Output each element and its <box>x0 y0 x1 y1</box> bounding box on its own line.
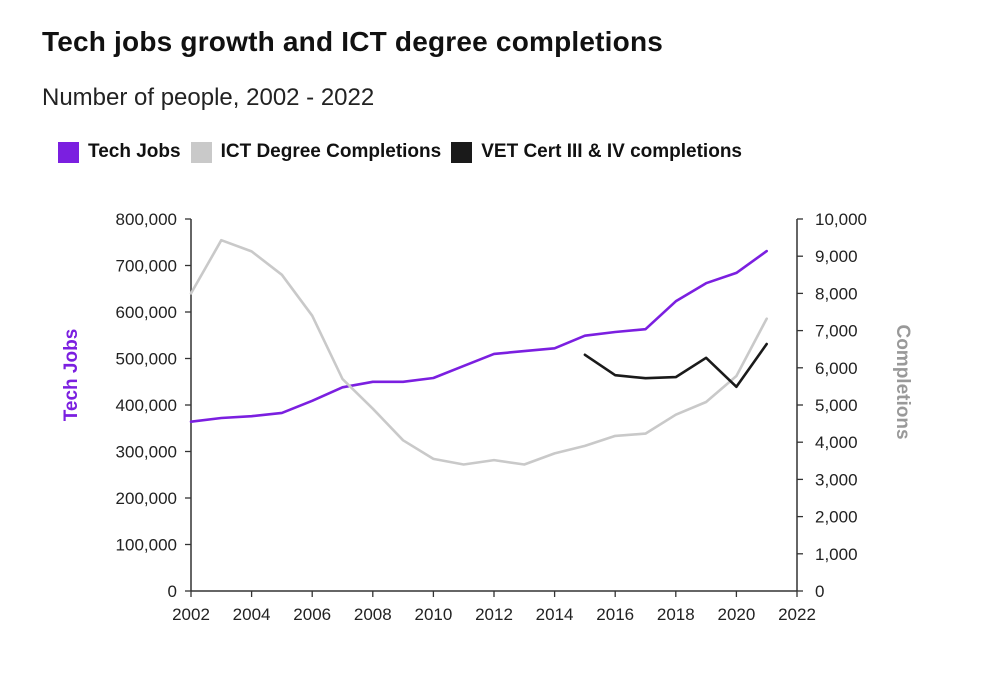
x-tick-label: 2022 <box>778 605 816 624</box>
y-right-tick-label: 8,000 <box>815 284 858 303</box>
y-left-tick-label: 700,000 <box>116 257 177 276</box>
legend-label-tech-jobs: Tech Jobs <box>88 141 181 162</box>
y-left-tick-label: 0 <box>168 582 177 601</box>
chart-legend: Tech Jobs ICT Degree Completions VET Cer… <box>58 141 752 163</box>
y-right-tick-label: 3,000 <box>815 470 858 489</box>
legend-swatch-tech-jobs <box>58 141 79 163</box>
chart-title: Tech jobs growth and ICT degree completi… <box>42 26 664 57</box>
legend-swatch-vet-cert <box>451 141 473 163</box>
series-line-ict-degree <box>189 238 769 466</box>
legend-item-tech-jobs: Tech Jobs <box>58 141 181 163</box>
x-tick-label: 2020 <box>717 605 755 624</box>
y-right-tick-label: 7,000 <box>815 322 858 341</box>
y-left-tick-label: 300,000 <box>116 443 177 462</box>
y-left-tick-label: 800,000 <box>116 210 177 229</box>
x-tick-label: 2016 <box>596 605 634 624</box>
y-right-tick-label: 0 <box>815 582 824 601</box>
y-right-tick-label: 9,000 <box>815 247 858 266</box>
series-line-vet-cert <box>583 342 769 389</box>
legend-item-vet-cert: VET Cert III & IV completions <box>451 141 742 163</box>
y-right-tick-label: 2,000 <box>815 508 858 527</box>
series-line-tech-jobs <box>189 249 769 424</box>
y-right-tick-label: 10,000 <box>815 210 867 229</box>
y-axis-right-title: Completions <box>892 324 913 439</box>
x-tick-label: 2012 <box>475 605 513 624</box>
y-right-tick-label: 1,000 <box>815 545 858 564</box>
legend-label-vet-cert: VET Cert III & IV completions <box>481 141 742 162</box>
x-tick-label: 2008 <box>354 605 392 624</box>
x-tick-label: 2018 <box>657 605 695 624</box>
x-tick-label: 2010 <box>414 605 452 624</box>
x-tick-label: 2014 <box>536 605 574 624</box>
legend-label-ict-degree: ICT Degree Completions <box>220 141 442 162</box>
chart-subtitle: Number of people, 2002 - 2022 <box>42 84 375 111</box>
y-right-tick-label: 4,000 <box>815 433 858 452</box>
x-tick-label: 2006 <box>293 605 331 624</box>
y-axis-left-title: Tech Jobs <box>61 329 82 422</box>
y-left-tick-label: 100,000 <box>116 536 177 555</box>
y-left-tick-label: 600,000 <box>116 303 177 322</box>
x-tick-label: 2004 <box>233 605 271 624</box>
y-left-tick-label: 200,000 <box>116 489 177 508</box>
y-right-tick-label: 5,000 <box>815 396 858 415</box>
legend-item-ict-degree: ICT Degree Completions <box>190 141 442 163</box>
legend-swatch-ict-degree <box>190 141 212 163</box>
y-left-tick-label: 500,000 <box>116 350 177 369</box>
y-left-tick-label: 400,000 <box>116 396 177 415</box>
x-tick-label: 2002 <box>172 605 210 624</box>
y-right-tick-label: 6,000 <box>815 359 858 378</box>
